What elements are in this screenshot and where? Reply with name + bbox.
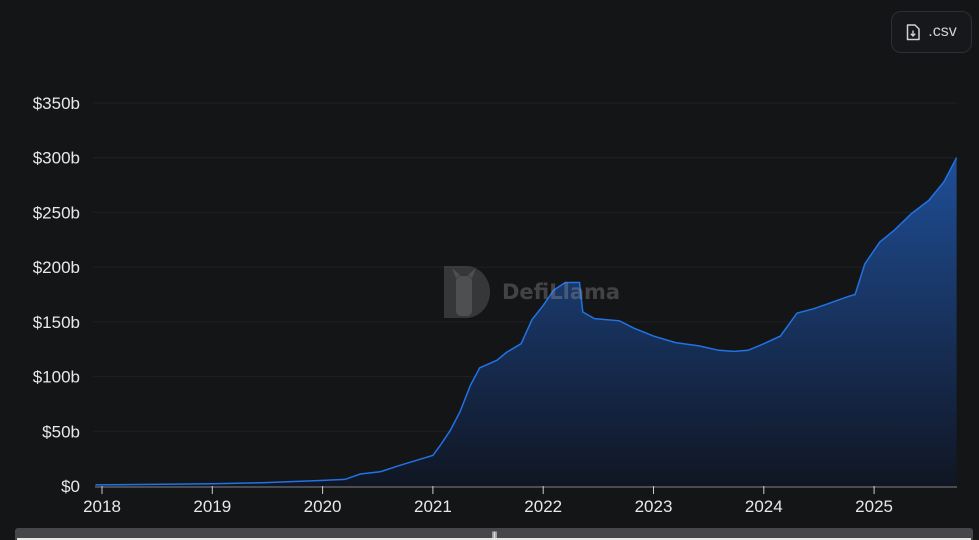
x-tick-label: 2023 xyxy=(635,497,673,516)
csv-label: .csv xyxy=(928,23,957,40)
y-tick-label: $250b xyxy=(33,203,80,222)
file-download-icon xyxy=(907,23,921,40)
y-axis-labels: $0 $50b $100b $150b $200b $250b $300b $350b xyxy=(33,94,80,496)
watermark: DefiLlama xyxy=(440,262,620,322)
x-tick-label: 2021 xyxy=(414,497,452,516)
range-slider[interactable]: ||| xyxy=(15,528,973,540)
x-tick-label: 2025 xyxy=(855,497,893,516)
y-tick-label: $150b xyxy=(33,313,80,332)
x-tick-label: 2018 xyxy=(83,497,121,516)
x-tick-label: 2024 xyxy=(745,497,783,516)
data-points xyxy=(95,157,957,486)
slider-grip-icon[interactable]: ||| xyxy=(491,530,497,540)
slider-range xyxy=(17,538,971,540)
area-fill xyxy=(95,157,957,486)
x-axis-labels: 2018 2019 2020 2021 2022 2023 2024 2025 xyxy=(83,486,893,516)
watermark-text: DefiLlama xyxy=(502,280,621,304)
grid-lines xyxy=(93,102,957,432)
llama-logo-icon xyxy=(444,266,490,318)
y-tick-label: $50b xyxy=(42,422,80,441)
y-tick-label: $0 xyxy=(61,477,80,496)
x-tick-label: 2019 xyxy=(193,497,231,516)
x-tick-label: 2020 xyxy=(304,497,342,516)
x-tick-label: 2022 xyxy=(524,497,562,516)
download-csv-button[interactable]: .csv xyxy=(891,11,972,53)
y-tick-label: $350b xyxy=(33,94,80,113)
y-tick-label: $300b xyxy=(33,149,80,168)
y-tick-label: $200b xyxy=(33,258,80,277)
y-tick-label: $100b xyxy=(33,368,80,387)
